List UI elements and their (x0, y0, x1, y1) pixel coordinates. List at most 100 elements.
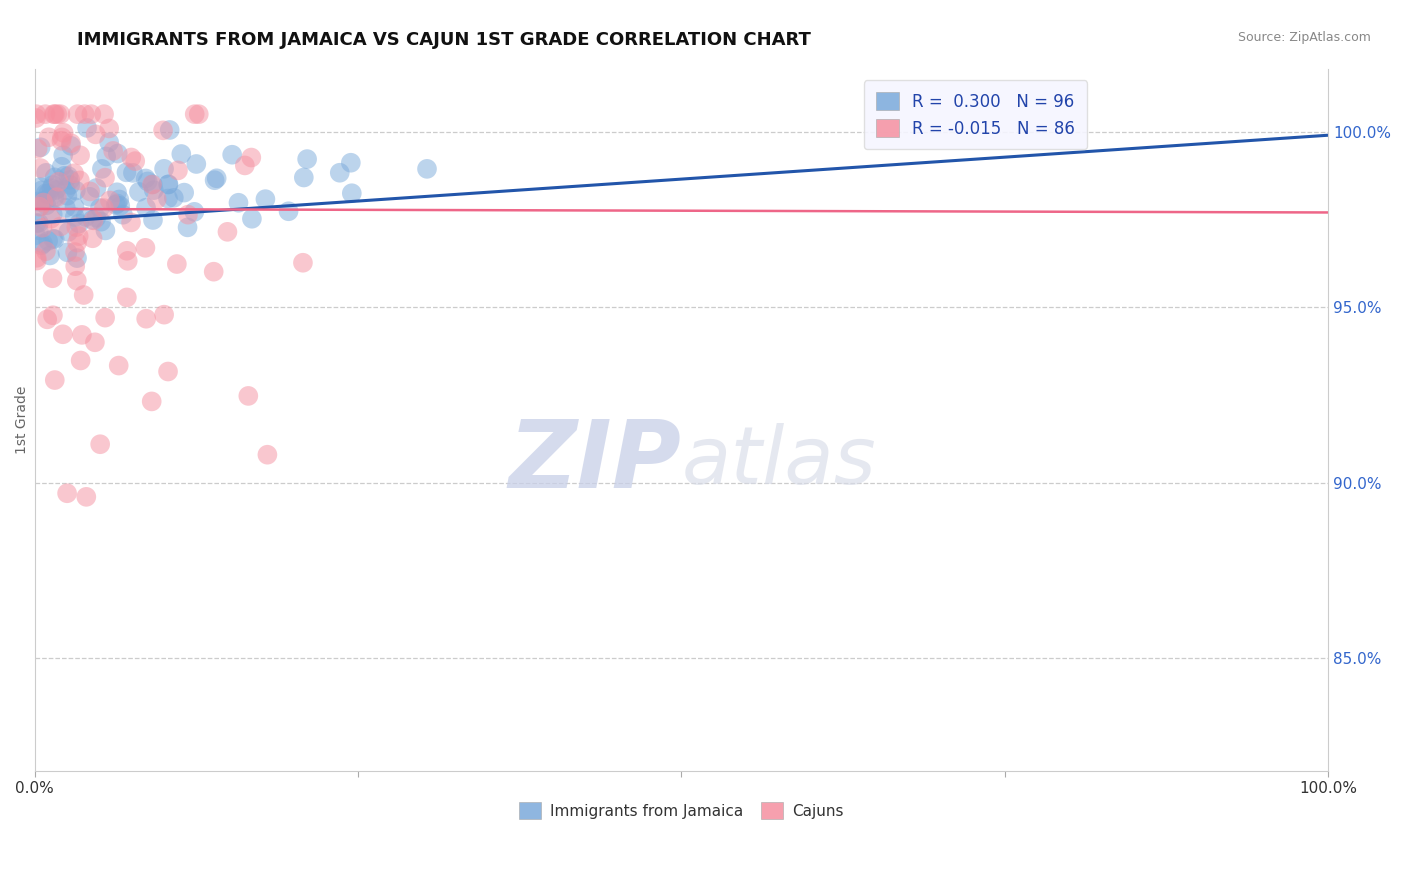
Point (41, 181, 63, 195)
Point (89, 437, 111, 451)
Point (167, 163, 190, 178)
Point (153, 161, 176, 176)
Point (141, 178, 163, 192)
Point (28, 223, 51, 237)
Y-axis label: 1st Grade: 1st Grade (15, 385, 30, 454)
Point (52, 148, 75, 162)
Point (340, 155, 363, 169)
Text: Source: ZipAtlas.com: Source: ZipAtlas.com (1237, 31, 1371, 45)
Point (177, 208, 200, 222)
Point (75, 490, 97, 504)
Point (340, 186, 363, 201)
Point (217, 225, 239, 239)
Point (120, 215, 142, 229)
Point (49, 219, 72, 234)
Point (28, 200, 51, 214)
Point (152, 123, 174, 137)
Point (107, 359, 129, 373)
Point (254, 192, 277, 206)
Point (44, 373, 66, 387)
Point (145, 192, 167, 206)
Point (329, 166, 352, 180)
Point (176, 220, 198, 235)
Point (69, 353, 91, 368)
Point (292, 170, 315, 185)
Point (27, 142, 49, 156)
Point (142, 183, 165, 197)
Point (45, 190, 67, 204)
Point (28, 216, 51, 230)
Point (79, 185, 101, 199)
Point (170, 147, 193, 161)
Point (42, 232, 65, 246)
Point (69, 148, 91, 162)
Point (416, 161, 439, 176)
Point (58, 169, 80, 183)
Legend: Immigrants from Jamaica, Cajuns: Immigrants from Jamaica, Cajuns (513, 796, 849, 825)
Point (63, 200, 86, 214)
Point (31, 184, 53, 198)
Point (83, 213, 105, 227)
Point (67, 217, 90, 231)
Point (183, 107, 205, 121)
Point (70, 327, 93, 342)
Point (84, 128, 107, 142)
Point (30, 161, 52, 175)
Point (202, 265, 225, 279)
Point (157, 365, 180, 379)
Point (157, 178, 180, 192)
Point (34, 107, 56, 121)
Point (44, 170, 66, 185)
Point (93, 201, 115, 215)
Point (24, 228, 46, 243)
Point (63, 210, 86, 224)
Point (111, 208, 134, 222)
Point (84, 335, 107, 350)
Point (37, 312, 59, 326)
Point (205, 171, 228, 186)
Point (52, 327, 75, 342)
Point (128, 185, 150, 199)
Point (39, 211, 62, 226)
Point (295, 152, 318, 166)
Point (28, 199, 51, 213)
Text: IMMIGRANTS FROM JAMAICA VS CAJUN 1ST GRADE CORRELATION CHART: IMMIGRANTS FROM JAMAICA VS CAJUN 1ST GRA… (77, 31, 811, 49)
Point (35, 244, 58, 259)
Point (58, 225, 80, 239)
Point (25, 111, 48, 125)
Point (32, 194, 55, 208)
Point (52, 126, 75, 140)
Point (108, 193, 131, 207)
Point (115, 244, 138, 258)
Point (63, 259, 86, 273)
Point (42, 107, 65, 121)
Point (79, 190, 101, 204)
Point (56, 245, 79, 260)
Point (105, 196, 128, 211)
Point (233, 158, 256, 172)
Point (66, 235, 89, 250)
Point (25, 253, 48, 268)
Point (42, 308, 65, 322)
Point (42, 207, 65, 221)
Point (221, 147, 243, 161)
Point (89, 201, 111, 215)
Point (55, 183, 77, 197)
Point (35, 186, 58, 201)
Point (38, 248, 60, 262)
Point (107, 146, 129, 161)
Point (73, 288, 96, 302)
Point (90, 215, 112, 229)
Point (86, 181, 108, 195)
Point (82, 212, 104, 227)
Point (56, 486, 79, 500)
Point (56, 188, 79, 202)
Point (37, 234, 59, 248)
Point (59, 178, 82, 192)
Point (240, 151, 263, 165)
Point (51, 134, 73, 148)
Point (173, 186, 195, 200)
Point (31, 238, 53, 252)
Point (38, 130, 60, 145)
Point (51, 160, 73, 174)
